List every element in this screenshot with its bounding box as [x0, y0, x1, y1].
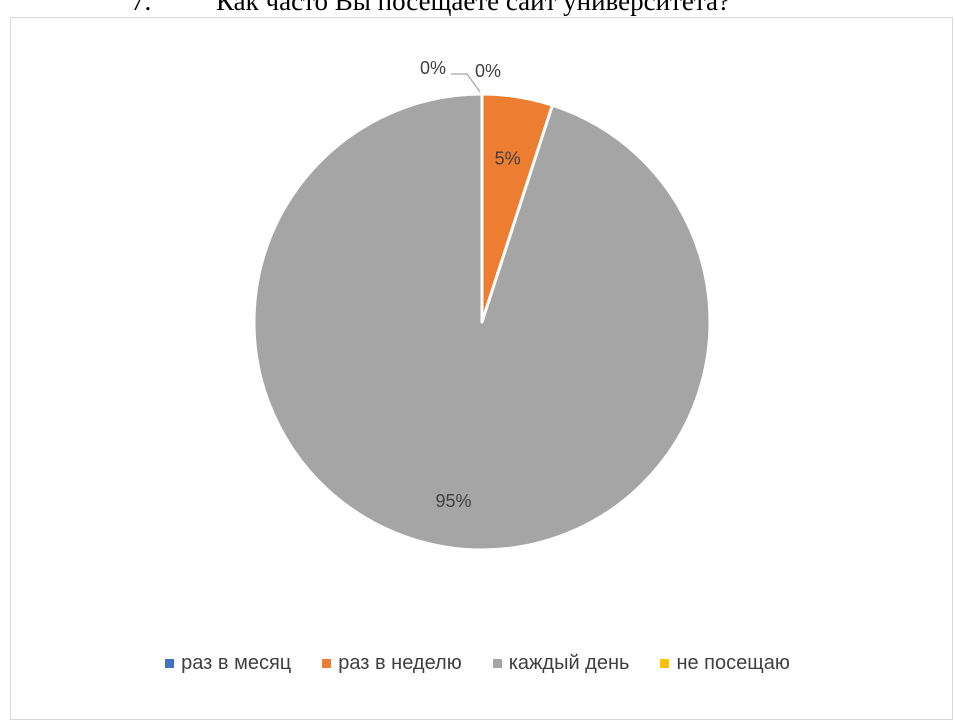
legend-item-daily: каждый день — [493, 652, 630, 675]
data-label-daily: 95% — [435, 491, 471, 511]
legend-label-daily: каждый день — [509, 652, 630, 675]
data-label-weekly: 5% — [495, 149, 521, 169]
legend-label-never: не посещаю — [676, 652, 789, 675]
legend-swatch-weekly — [322, 659, 331, 668]
legend-swatch-monthly — [165, 659, 174, 668]
legend-label-monthly: раз в месяц — [181, 652, 291, 675]
legend-swatch-never — [660, 659, 669, 668]
legend-label-weekly: раз в неделю — [338, 652, 461, 675]
data-label-monthly: 0% — [475, 61, 501, 81]
legend-swatch-daily — [493, 659, 502, 668]
pie-slice-daily — [254, 94, 710, 550]
legend-item-monthly: раз в месяц — [165, 652, 291, 675]
legend-item-weekly: раз в неделю — [322, 652, 461, 675]
legend-item-never: не посещаю — [660, 652, 789, 675]
data-label-never: 0% — [420, 58, 446, 78]
chart-legend: раз в месяц раз в неделю каждый день не … — [0, 648, 955, 678]
